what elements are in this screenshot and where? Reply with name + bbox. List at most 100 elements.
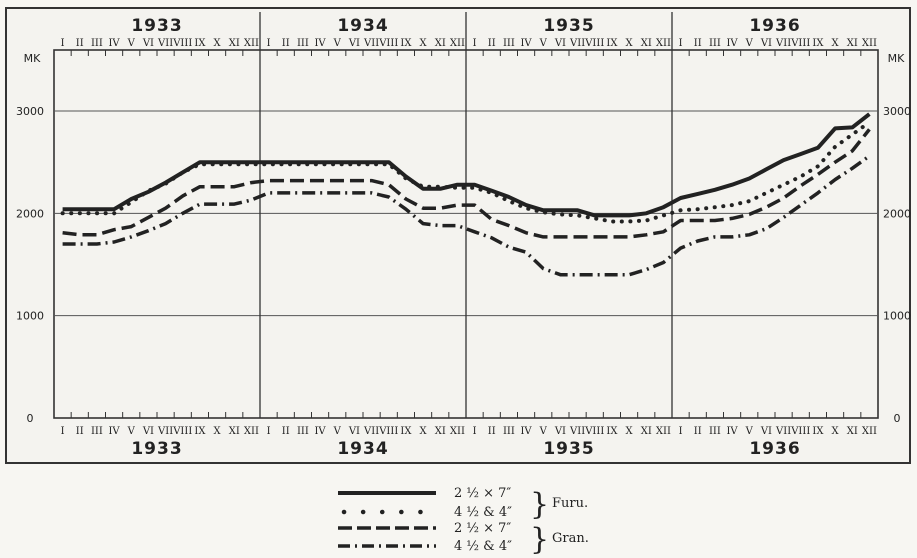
month-bottom-1934-VII: VII (363, 426, 379, 437)
month-top-1935-X: X (626, 38, 634, 49)
year-bottom-1933: 1933 (131, 439, 182, 459)
month-bottom-1936-V: V (745, 426, 754, 437)
month-top-1934-VIII: VIII (378, 38, 398, 49)
year-bottom-1935: 1935 (543, 439, 594, 459)
month-bottom-1933-III: III (91, 426, 103, 437)
month-bottom-1935-IX: IX (606, 426, 618, 437)
month-top-1935-XII: XII (656, 38, 671, 49)
ytick-label-right-2000: 2000 (883, 207, 911, 220)
year-bottom-1934: 1934 (337, 439, 388, 459)
month-bottom-1936-X: X (832, 426, 840, 437)
month-bottom-1933-IX: IX (194, 426, 206, 437)
month-top-1936-IV: IV (726, 38, 738, 49)
month-bottom-1935-IV: IV (520, 426, 532, 437)
month-top-1934-XI: XI (435, 38, 446, 49)
series-line-dotted (60, 120, 872, 224)
month-ticks (70, 50, 862, 418)
month-bottom-1933-XII: XII (244, 426, 259, 437)
month-top-1934-XII: XII (450, 38, 465, 49)
month-bottom-1935-XI: XI (641, 426, 652, 437)
legend-furu-label: Furu. (552, 496, 588, 511)
month-bottom-1936-VIII: VIII (790, 426, 810, 437)
month-top-1933-III: III (91, 38, 103, 49)
year-top-1933: 1933 (131, 16, 182, 36)
month-bottom-1933-X: X (214, 426, 222, 437)
month-bottom-1936-VI: VI (760, 426, 772, 437)
month-bottom-1935-II: II (488, 426, 496, 437)
outer-frame (5, 7, 911, 464)
month-top-1935-IV: IV (520, 38, 532, 49)
month-top-1933-IV: IV (108, 38, 120, 49)
month-top-1934-III: III (297, 38, 309, 49)
month-top-1935-VI: VI (554, 38, 566, 49)
month-labels-bottom: I II III IV V VI VII VIII IX X XI XII I II III IV V VI VII… (61, 426, 877, 437)
month-top-1934-IV: IV (314, 38, 326, 49)
month-bottom-1934-III: III (297, 426, 309, 437)
month-bottom-1933-XI: XI (229, 426, 240, 437)
month-bottom-1934-I: I (267, 426, 271, 437)
month-top-1935-IX: IX (606, 38, 618, 49)
month-top-1935-I: I (473, 38, 477, 49)
month-top-1933-XI: XI (229, 38, 240, 49)
unit-label-left: MK (24, 52, 41, 65)
month-top-1933-VI: VI (142, 38, 154, 49)
month-bottom-1935-I: I (473, 426, 477, 437)
month-bottom-1935-VI: VI (554, 426, 566, 437)
month-top-1935-III: III (503, 38, 515, 49)
legend: 2 ½ × 7″ 4 ½ & 4″ 2 ½ × 7″ 4 ½ & 4″ } } … (338, 486, 589, 557)
month-bottom-1933-I: I (61, 426, 65, 437)
month-top-1934-VII: VII (363, 38, 379, 49)
month-top-1936-V: V (745, 38, 754, 49)
legend-row2-dim: 4 ½ & 4″ (454, 505, 512, 520)
legend-row4-dim: 4 ½ & 4″ (454, 539, 512, 554)
ytick-label-left-3000: 3000 (16, 105, 44, 118)
month-bottom-1935-VII: VII (569, 426, 585, 437)
month-top-1934-VI: VI (348, 38, 360, 49)
month-top-1933-V: V (127, 38, 136, 49)
year-top-1934: 1934 (337, 16, 388, 36)
year-top-1936: 1936 (749, 16, 800, 36)
y-axis: MK MK 0 0 1000 1000 2000 2000 3000 3000 (16, 52, 911, 425)
month-bottom-1936-XII: XII (862, 426, 877, 437)
series-line-dashed (62, 128, 871, 239)
month-bottom-1935-III: III (503, 426, 515, 437)
month-bottom-1933-IV: IV (108, 426, 120, 437)
legend-row1-dim: 2 ½ × 7″ (454, 486, 511, 501)
month-bottom-1933-VIII: VIII (172, 426, 192, 437)
month-top-1935-V: V (539, 38, 548, 49)
month-bottom-1933-VII: VII (157, 426, 173, 437)
month-bottom-1934-VI: VI (348, 426, 360, 437)
month-bottom-1936-XI: XI (847, 426, 858, 437)
month-top-1933-VIII: VIII (172, 38, 192, 49)
month-bottom-1936-I: I (679, 426, 683, 437)
year-bottom-1936: 1936 (749, 439, 800, 459)
month-top-1935-VII: VII (569, 38, 585, 49)
month-top-1935-II: II (488, 38, 496, 49)
month-top-1936-X: X (832, 38, 840, 49)
month-bottom-1934-IV: IV (314, 426, 326, 437)
month-top-1934-V: V (333, 38, 342, 49)
ytick-label-right-1000: 1000 (883, 310, 911, 323)
ytick-label-left-1000: 1000 (16, 310, 44, 323)
legend-gran-label: Gran. (552, 531, 589, 546)
month-top-1933-VII: VII (157, 38, 173, 49)
unit-label-right: MK (888, 52, 905, 65)
month-bottom-1934-XII: XII (450, 426, 465, 437)
month-bottom-1936-II: II (694, 426, 702, 437)
month-bottom-1933-VI: VI (142, 426, 154, 437)
month-top-1935-XI: XI (641, 38, 652, 49)
month-bottom-1936-IV: IV (726, 426, 738, 437)
series-line-solid (62, 112, 871, 218)
month-bottom-1935-XII: XII (656, 426, 671, 437)
month-bottom-1935-X: X (626, 426, 634, 437)
month-top-1934-X: X (420, 38, 428, 49)
grid (54, 12, 878, 418)
month-top-1936-VIII: VIII (790, 38, 810, 49)
month-bottom-1934-XI: XI (435, 426, 446, 437)
month-labels-top: I II III IV V VI VII VIII IX X XI XII I II III IV V VI VII… (61, 38, 877, 49)
ytick-label-left-0: 0 (27, 412, 34, 425)
month-top-1936-XI: XI (847, 38, 858, 49)
ytick-label-right-0: 0 (894, 412, 901, 425)
